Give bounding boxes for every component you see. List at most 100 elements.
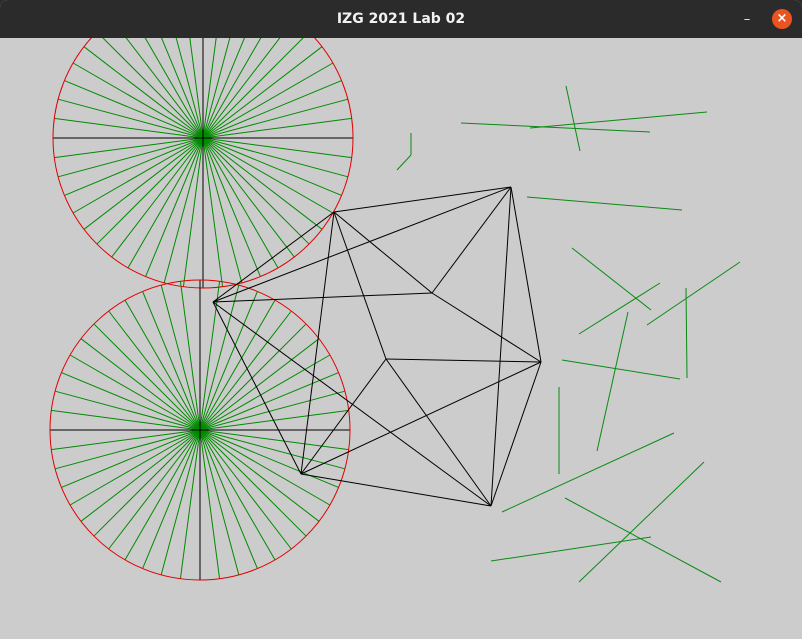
circle-1-spoke: [54, 117, 204, 139]
random-line: [460, 122, 651, 133]
circle-2-spoke: [124, 429, 201, 561]
circle-1-spoke: [202, 62, 334, 139]
circle-2-spoke: [199, 429, 331, 506]
circle-2-spoke: [199, 291, 258, 431]
circle-1-spoke: [127, 137, 204, 269]
circle-1-spoke: [54, 137, 204, 159]
circle-2-spoke: [199, 429, 276, 561]
wireframe-edge: [212, 211, 335, 303]
circle-1-spoke: [64, 137, 204, 196]
circle-1-outline: [52, 38, 354, 289]
circle-1-spoke: [125, 38, 204, 139]
wireframe-edge: [333, 186, 512, 213]
circle-2-spoke: [160, 429, 201, 576]
wireframe-edge: [385, 358, 542, 363]
circle-1-spoke: [202, 80, 342, 139]
wireframe-edge: [212, 292, 433, 303]
circle-2-spoke: [160, 284, 201, 431]
circle-1-spoke: [163, 137, 204, 284]
circle-1-spoke: [182, 137, 204, 287]
circle-2-spoke: [199, 284, 240, 431]
circle-2-spoke: [54, 429, 201, 470]
wireframe-edge: [333, 211, 433, 294]
wireframe-edge: [333, 211, 387, 360]
circle-1-spoke: [111, 137, 204, 258]
close-button[interactable]: ×: [772, 9, 792, 29]
random-line: [396, 154, 412, 171]
circle-1-spoke: [202, 38, 217, 139]
wireframe-edge: [300, 358, 387, 475]
wireframe-edge: [212, 186, 512, 303]
minimize-icon: –: [743, 12, 751, 27]
circle-2-spoke: [51, 429, 201, 451]
circle-2-spoke: [199, 409, 349, 431]
close-icon: ×: [776, 11, 788, 26]
circle-1-spoke: [202, 46, 323, 139]
circle-2-spoke: [199, 310, 292, 431]
minimize-button[interactable]: –: [736, 9, 758, 31]
circle-1-spoke: [202, 38, 281, 139]
wireframe-edge: [300, 361, 542, 475]
circle-1-spoke: [202, 137, 310, 245]
circle-1-spoke: [202, 137, 295, 258]
wireframe-edge: [510, 186, 542, 363]
circle-2-spoke: [93, 429, 201, 537]
random-line: [501, 432, 675, 513]
random-line: [561, 359, 681, 380]
circle-1-spoke: [202, 137, 323, 230]
circle-2-spoke: [199, 281, 221, 431]
circle-1-spoke: [202, 38, 245, 139]
circle-1-spoke: [57, 98, 204, 139]
circle-2-spoke: [80, 338, 201, 431]
circle-2-spoke: [93, 323, 201, 431]
random-line: [685, 287, 688, 379]
circle-1-spoke: [189, 38, 204, 139]
drawing-canvas[interactable]: [0, 38, 802, 639]
circle-2-spoke: [199, 354, 331, 431]
circle-2-spoke: [124, 299, 201, 431]
random-line: [526, 196, 683, 211]
circle-1-spoke: [202, 38, 304, 139]
scene-svg: [49, 38, 741, 583]
circle-2-spoke: [199, 429, 339, 488]
circle-2-spoke: [199, 429, 258, 569]
circle-2-spoke: [199, 429, 240, 576]
random-line: [565, 85, 581, 152]
wireframe-edge: [431, 186, 512, 294]
random-line: [490, 536, 652, 562]
circle-2-spoke: [61, 429, 201, 488]
circle-1-spoke: [144, 38, 204, 139]
circle-2-spoke: [199, 338, 320, 431]
window-title: IZG 2021 Lab 02: [336, 11, 466, 27]
circle-1-spoke: [83, 46, 204, 139]
circle-2-spoke: [61, 372, 201, 431]
circle-1-spoke: [202, 137, 342, 196]
circle-1-spoke: [202, 137, 224, 287]
circle-1-spoke: [83, 137, 204, 230]
circle-1-spoke: [102, 38, 204, 139]
random-line: [646, 261, 741, 326]
random-line: [578, 461, 705, 583]
wireframe-edge: [431, 292, 542, 363]
circle-1-spoke: [72, 137, 204, 214]
circle-2-outline: [49, 279, 351, 581]
circle-2-spoke: [199, 429, 320, 522]
circle-1-spoke: [175, 38, 204, 139]
circle-2-spoke: [199, 323, 307, 431]
circle-2-spoke: [199, 429, 307, 537]
title-bar[interactable]: IZG 2021 Lab 02 – ×: [0, 0, 802, 38]
circle-1-spoke: [202, 137, 352, 159]
circle-2-spoke: [199, 429, 292, 550]
wireframe-edge: [490, 186, 512, 507]
circle-2-spoke: [199, 429, 221, 579]
circle-1-spoke: [202, 137, 349, 178]
circle-1-spoke: [96, 137, 204, 245]
circle-2-spoke: [51, 409, 201, 431]
circle-2-spoke: [199, 429, 349, 451]
circle-1-spoke: [202, 137, 261, 277]
wireframe-edge: [490, 361, 542, 507]
circle-1-spoke: [202, 137, 243, 284]
circle-2-spoke: [108, 310, 201, 431]
circle-1-spoke: [64, 80, 204, 139]
